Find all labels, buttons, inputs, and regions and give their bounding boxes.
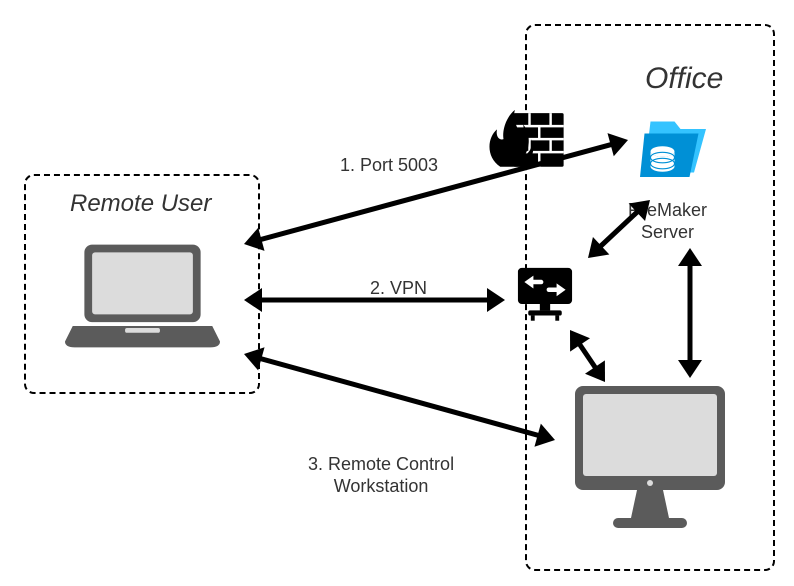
filemaker-server-label: FileMaker Server: [628, 200, 707, 243]
port-label: 1. Port 5003: [340, 155, 438, 177]
diagram-stage: Remote User Office 1. Port 5003 2. VPN 3…: [0, 0, 794, 586]
vpn-router-icon: [512, 264, 578, 322]
remote-user-title: Remote User: [70, 190, 211, 218]
vpn-label: 2. VPN: [370, 278, 427, 300]
laptop-icon: [65, 235, 220, 355]
firewall-icon: [482, 105, 564, 170]
remote-arrow: [254, 357, 544, 437]
vpn-arrow-head: [487, 288, 505, 312]
office-title: Office: [645, 62, 723, 96]
remote-control-label: 3. Remote Control Workstation: [308, 454, 454, 497]
workstation-icon: [565, 378, 735, 538]
filemaker-folder-icon: [637, 108, 712, 183]
